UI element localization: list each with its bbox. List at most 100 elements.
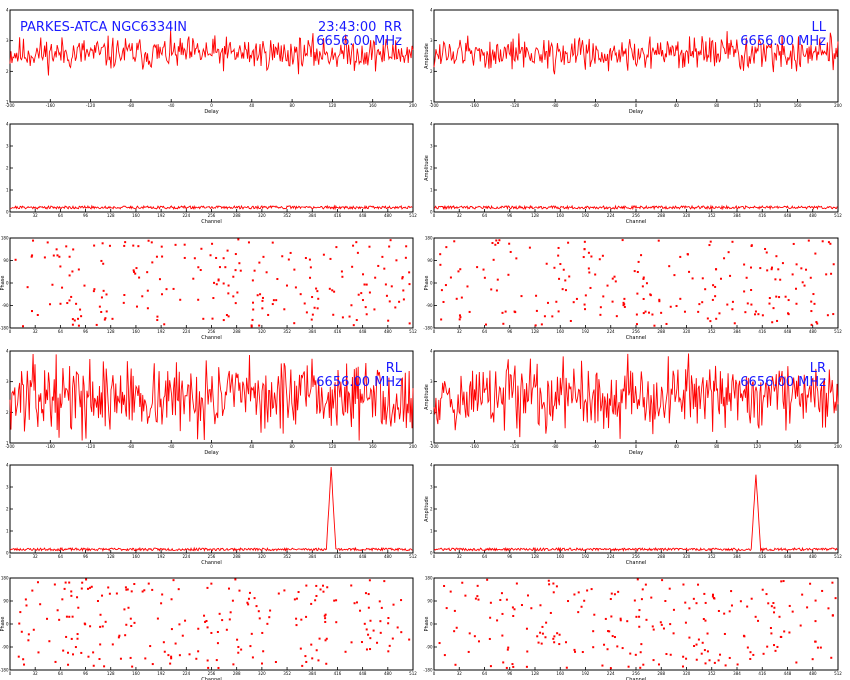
phase-point: [111, 317, 114, 320]
phase-point: [627, 665, 630, 668]
phase-point: [213, 281, 216, 284]
phase-point: [268, 616, 271, 619]
phase-point: [466, 285, 469, 288]
phase-point: [396, 626, 399, 629]
phase-point: [61, 598, 64, 601]
x-tick-label: -120: [86, 103, 96, 108]
x-tick-label: 64: [58, 671, 64, 676]
phase-point: [170, 598, 173, 601]
phase-point: [809, 582, 812, 585]
x-tick-label: 320: [683, 329, 691, 334]
phase-point: [400, 599, 403, 602]
phase-point: [149, 645, 152, 648]
y-tick-label: 3: [430, 379, 433, 384]
phase-point: [639, 666, 642, 669]
phase-point: [714, 285, 717, 288]
phase-point: [155, 255, 158, 258]
phase-point: [682, 583, 685, 586]
phase-point: [74, 646, 77, 649]
phase-point: [276, 278, 279, 281]
phase-point: [249, 645, 252, 648]
x-tick-label: 96: [83, 671, 89, 676]
phase-point: [255, 605, 258, 608]
phase-point: [488, 637, 491, 640]
phase-point: [237, 651, 240, 654]
x-axis-label: Channel: [626, 560, 647, 566]
phase-point: [52, 254, 55, 257]
phase-point: [234, 253, 237, 256]
phase-point: [686, 253, 689, 256]
phase-point: [569, 319, 572, 322]
y-tick-label: 4: [6, 8, 9, 13]
phase-point: [592, 646, 595, 649]
phase-point: [72, 248, 75, 251]
phase-point: [369, 637, 372, 640]
phase-point: [649, 293, 652, 296]
phase-point: [526, 650, 529, 653]
phase-point: [227, 587, 230, 590]
phase-point: [810, 300, 813, 303]
phase-point: [368, 291, 371, 294]
phase-point: [367, 606, 370, 609]
phase-point: [100, 310, 103, 313]
phase-point: [102, 262, 105, 265]
phase-point: [43, 256, 46, 259]
phase-point: [265, 271, 268, 274]
phase-point: [443, 584, 446, 587]
phase-point: [228, 618, 231, 621]
phase-point: [313, 306, 316, 309]
phase-point: [310, 643, 313, 646]
phase-point: [621, 647, 624, 650]
x-tick-label: 416: [334, 554, 342, 559]
phase-point: [225, 314, 228, 317]
phase-point: [59, 265, 62, 268]
phase-point: [156, 315, 159, 318]
phase-point: [565, 641, 568, 644]
phase-point: [248, 591, 251, 594]
phase-point: [662, 627, 665, 630]
phase-point: [558, 633, 561, 636]
phase-point: [104, 620, 107, 623]
phase-point: [266, 622, 269, 625]
phase-point: [380, 606, 383, 609]
phase-point: [541, 625, 544, 628]
phase-point: [459, 316, 462, 319]
phase-point: [252, 301, 255, 304]
phase-point: [261, 296, 264, 299]
phase-point: [708, 659, 711, 662]
phase-point: [761, 588, 764, 591]
phase-point: [402, 298, 405, 301]
phase-point: [209, 254, 212, 257]
phase-point: [684, 601, 687, 604]
phase-point: [352, 324, 355, 327]
phase-point: [588, 271, 591, 274]
phase-point: [613, 636, 616, 639]
x-tick-label: 80: [714, 444, 720, 449]
y-axis-label: Amplitude: [424, 155, 430, 181]
phase-point: [30, 255, 33, 258]
phase-point: [169, 662, 172, 665]
phase-point: [234, 302, 237, 305]
x-tick-label: 224: [182, 213, 190, 218]
phase-point: [695, 602, 698, 605]
x-tick-label: 256: [208, 213, 216, 218]
phase-point: [258, 617, 261, 620]
rr-pol-label: RR: [384, 20, 402, 35]
lr-pol-label: LR: [810, 361, 826, 376]
phase-point: [19, 611, 22, 614]
phase-point: [147, 239, 150, 242]
phase-point: [814, 640, 817, 643]
phase-point: [511, 606, 514, 609]
phase-point: [388, 300, 391, 303]
y-tick-label: -90: [426, 645, 433, 650]
phase-point: [590, 588, 593, 591]
phase-point: [743, 263, 746, 266]
phase-point: [468, 632, 471, 635]
phase-point: [204, 620, 207, 623]
plot-frame: [9, 123, 414, 213]
phase-point: [212, 297, 215, 300]
phase-point: [752, 653, 755, 656]
phase-point: [310, 602, 313, 605]
y-tick-label: -180: [0, 668, 9, 673]
phase-point: [161, 593, 164, 596]
